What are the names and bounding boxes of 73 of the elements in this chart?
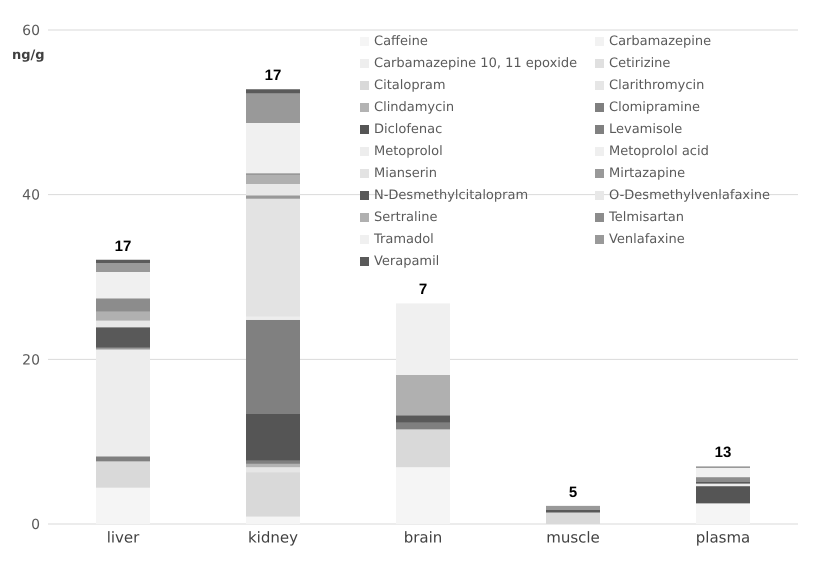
bar: [246, 464, 300, 468]
bar: [96, 456, 150, 462]
bar: [246, 198, 300, 317]
legend-label: Levamisole: [609, 122, 682, 136]
legend-label: Diclofenac: [374, 122, 442, 136]
bar: [96, 320, 150, 328]
legend-label: O-Desmethylvenlafaxine: [609, 188, 770, 202]
legend-label: Carbamazepine: [609, 34, 712, 48]
legend-label: Tramadol: [374, 232, 434, 246]
legend-label: Telmisartan: [609, 210, 684, 224]
legend-label: N-Desmethylcitalopram: [374, 188, 528, 202]
bar: [396, 467, 450, 524]
bar: [546, 506, 600, 510]
bar: [246, 320, 300, 414]
bar: [246, 414, 300, 461]
bar: [696, 468, 750, 478]
y-tick-label: 40: [22, 188, 40, 204]
annotation: 5: [568, 484, 578, 501]
bar: [246, 93, 300, 124]
bar: [96, 312, 150, 321]
bar: [396, 422, 450, 430]
x-tick-label: kidney: [248, 528, 298, 547]
legend-label: Carbamazepine 10, 11 epoxide: [374, 56, 578, 70]
bar: [246, 195, 300, 199]
bar: [696, 503, 750, 524]
legend-label: Mirtazapine: [609, 166, 686, 180]
bar: [396, 374, 450, 416]
bar: [246, 472, 300, 517]
legend-label: Metoprolol acid: [609, 144, 709, 158]
bar: [246, 184, 300, 196]
bar: [96, 349, 150, 456]
annotation: 17: [114, 238, 132, 255]
bar: [96, 263, 150, 272]
legend-label: Clomipramine: [609, 100, 700, 114]
bar: [396, 303, 450, 375]
annotation: 17: [264, 67, 282, 84]
bar: [96, 488, 150, 524]
y-tick-label: 0: [31, 516, 40, 533]
legend-label: Cetirizine: [609, 56, 670, 70]
legend-label: Metoprolol: [374, 144, 443, 158]
legend-label: Caffeine: [374, 34, 428, 48]
x-tick-label: plasma: [696, 528, 750, 547]
y-tick-label: 20: [22, 352, 40, 368]
bar: [396, 429, 450, 468]
bar: [696, 477, 750, 482]
bar: [246, 123, 300, 174]
bar: [246, 174, 300, 184]
bar: [246, 516, 300, 524]
x-tick-label: muscle: [546, 528, 600, 547]
legend-label: Clarithromycin: [609, 78, 704, 92]
bar: [246, 467, 300, 472]
bar: [96, 260, 150, 264]
legend-label: Venlafaxine: [609, 232, 685, 246]
legend-label: Verapamil: [374, 254, 440, 268]
y-axis-title: ng/g: [12, 48, 45, 63]
bar: [246, 460, 300, 464]
annotation: 7: [418, 281, 428, 298]
bar: [246, 89, 300, 94]
bar: [696, 486, 750, 504]
annotation: 13: [714, 444, 732, 462]
bar: [96, 272, 150, 298]
legend-label: Citalopram: [374, 78, 446, 92]
y-tick-label: 60: [22, 22, 40, 39]
legend-label: Clindamycin: [374, 100, 454, 114]
bar: [396, 415, 450, 423]
x-tick-label: brain: [404, 528, 442, 547]
bar: [96, 461, 150, 488]
x-tick-label: liver: [106, 528, 140, 547]
legend-label: Sertraline: [374, 210, 438, 224]
legend-label: Mianserin: [374, 166, 438, 180]
bar: [96, 327, 150, 348]
bar: [96, 298, 150, 312]
bar: [696, 484, 750, 486]
